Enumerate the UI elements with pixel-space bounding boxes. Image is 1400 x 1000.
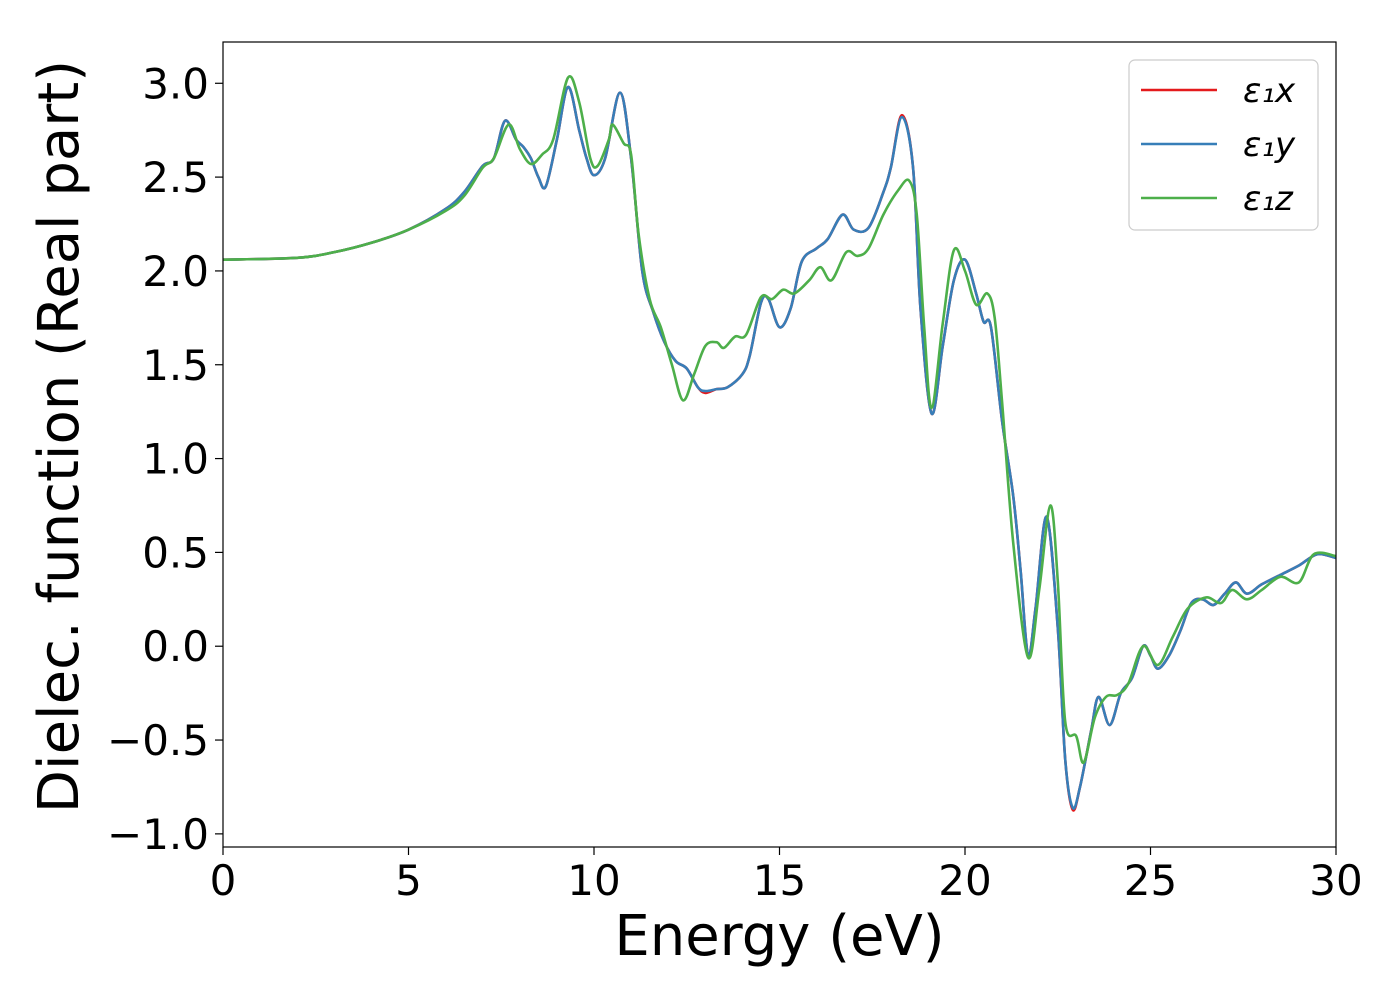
y-axis-title: Dielec. function (Real part) bbox=[27, 60, 92, 813]
y-tick-label: −0.5 bbox=[107, 716, 209, 765]
y-tick-label: 0.5 bbox=[142, 528, 209, 577]
legend: ε₁x ε₁y ε₁z bbox=[1128, 59, 1319, 231]
y-tick-label: −1.0 bbox=[107, 810, 209, 859]
y-tick-label: 0.0 bbox=[142, 622, 209, 671]
x-tick-label: 5 bbox=[395, 856, 422, 905]
x-axis-ticks: 0 5 10 15 20 25 30 bbox=[210, 847, 1363, 905]
x-tick-label: 0 bbox=[210, 856, 237, 905]
y-tick-label: 2.0 bbox=[142, 247, 209, 296]
y-axis-ticks: −1.0 −0.5 0.0 0.5 1.0 1.5 2.0 2.5 3.0 bbox=[107, 59, 223, 859]
legend-label: ε₁z bbox=[1243, 179, 1294, 219]
series-layer bbox=[222, 75, 1337, 812]
x-tick-label: 20 bbox=[938, 856, 991, 905]
y-tick-label: 1.5 bbox=[142, 341, 209, 390]
y-tick-label: 2.5 bbox=[142, 153, 209, 202]
series-line-e1z bbox=[222, 75, 1337, 764]
y-tick-label: 3.0 bbox=[142, 59, 209, 108]
x-axis-title: Energy (eV) bbox=[614, 904, 944, 969]
y-tick-label: 1.0 bbox=[142, 435, 209, 484]
plot-frame bbox=[222, 41, 1337, 848]
x-tick-label: 30 bbox=[1309, 856, 1362, 905]
x-tick-label: 25 bbox=[1124, 856, 1177, 905]
x-tick-label: 10 bbox=[567, 856, 620, 905]
x-tick-label: 15 bbox=[753, 856, 806, 905]
legend-label: ε₁x bbox=[1243, 71, 1296, 111]
legend-label: ε₁y bbox=[1243, 125, 1296, 165]
legend-box bbox=[1128, 59, 1319, 231]
